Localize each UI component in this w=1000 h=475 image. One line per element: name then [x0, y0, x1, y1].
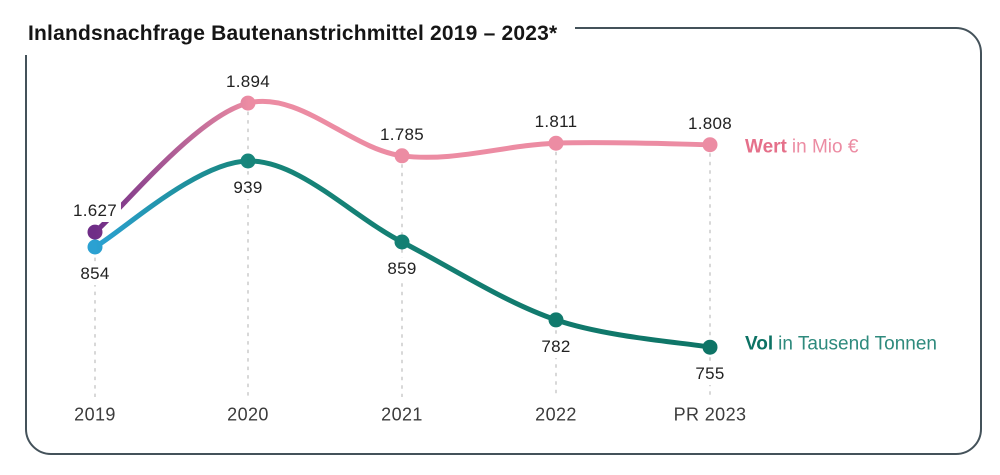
legend-vol-unit: in Tausend Tonnen — [778, 333, 937, 355]
data-point-wert-PR 2023 — [702, 137, 718, 153]
data-point-vol-2020 — [240, 153, 256, 169]
data-point-vol-2021 — [394, 234, 410, 250]
data-point-wert-2020 — [240, 95, 256, 111]
chart-title: Inlandsnachfrage Bautenanstrichmittel 20… — [14, 14, 576, 55]
data-point-wert-2021 — [394, 148, 410, 164]
legend-wert-name: Wert — [745, 136, 787, 158]
legend-wert-unit: in Mio € — [791, 136, 859, 158]
data-point-wert-2022 — [548, 135, 564, 151]
data-point-vol-2022 — [548, 312, 564, 328]
data-point-wert-2019 — [87, 224, 103, 240]
data-point-vol-PR 2023 — [702, 339, 718, 355]
legend-wert: Wert in Mio € — [745, 137, 858, 159]
legend-vol: Vol in Tausend Tonnen — [745, 334, 937, 356]
data-point-vol-2019 — [87, 239, 103, 255]
legend-vol-name: Vol — [745, 333, 774, 355]
